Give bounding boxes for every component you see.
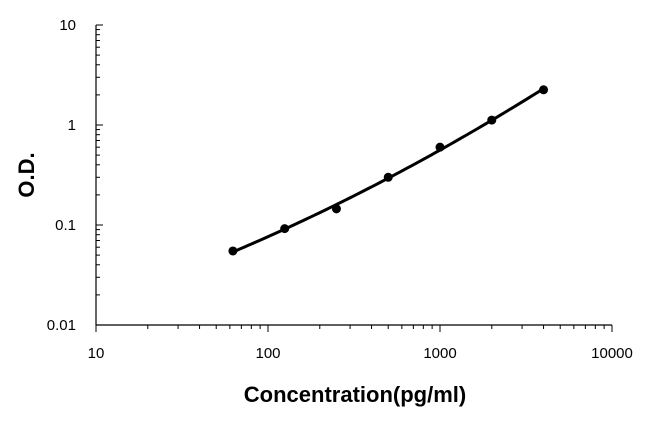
- data-point: [331, 204, 341, 214]
- data-point: [435, 142, 445, 152]
- data-point: [228, 246, 238, 256]
- y-tick-label: 10: [59, 17, 76, 34]
- y-axis-title: O.D.: [14, 152, 39, 197]
- y-tick-label: 1: [68, 117, 76, 134]
- x-tick-label: 10000: [591, 345, 633, 362]
- y-tick-label: 0.01: [47, 317, 76, 334]
- x-axis-title: Concentration(pg/ml): [244, 382, 466, 407]
- data-point: [539, 85, 549, 95]
- data-point: [280, 224, 290, 234]
- data-point: [487, 115, 497, 125]
- fit-curve: [231, 87, 546, 254]
- y-tick-label: 0.1: [55, 217, 76, 234]
- x-tick-label: 1000: [423, 345, 456, 362]
- x-tick-label: 100: [255, 345, 280, 362]
- data-point: [383, 172, 393, 182]
- x-tick-label: 10: [88, 345, 105, 362]
